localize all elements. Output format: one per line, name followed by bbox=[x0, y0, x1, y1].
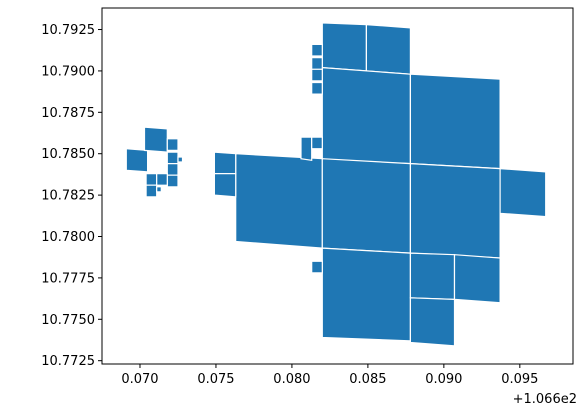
polygon-26 bbox=[166, 163, 179, 176]
x-offset-label: +1.066e2 bbox=[513, 392, 577, 407]
y-tick-label-9: 10.7925 bbox=[41, 23, 95, 38]
polygon-1 bbox=[321, 22, 367, 72]
x-tick-label-2: 0.075 bbox=[197, 372, 234, 387]
x-tick-label-4: 0.085 bbox=[349, 372, 386, 387]
y-tick-label-8: 10.7900 bbox=[41, 64, 95, 79]
x-tick-label-6: 0.095 bbox=[501, 372, 538, 387]
x-tick-label-3: 0.080 bbox=[273, 372, 310, 387]
axes-frame bbox=[101, 7, 574, 365]
polygon-30 bbox=[156, 173, 168, 186]
polygon-25 bbox=[166, 151, 179, 165]
polygon-7 bbox=[409, 162, 501, 259]
polygon-4 bbox=[409, 73, 501, 170]
y-tick-label-2: 10.7750 bbox=[41, 313, 95, 328]
polygon-28 bbox=[177, 156, 184, 163]
x-tick-label-5: 0.090 bbox=[425, 372, 462, 387]
y-tick-label-1: 10.7725 bbox=[41, 354, 95, 369]
polygon-29 bbox=[145, 173, 158, 186]
polygon-16 bbox=[311, 57, 323, 70]
polygon-24 bbox=[166, 138, 179, 151]
polygon-20 bbox=[311, 136, 323, 150]
polygon-21 bbox=[311, 260, 323, 274]
polygon-11 bbox=[321, 247, 411, 342]
polygon-23 bbox=[143, 126, 168, 153]
polygon-14 bbox=[409, 297, 456, 347]
polygon-5 bbox=[235, 153, 323, 249]
polygon-8 bbox=[499, 167, 547, 218]
polygon-2 bbox=[365, 23, 411, 75]
polygon-19 bbox=[300, 136, 313, 161]
polygon-12 bbox=[409, 252, 456, 301]
polygon-32 bbox=[156, 186, 162, 193]
polygon-6 bbox=[321, 158, 411, 254]
polygon-9 bbox=[213, 151, 237, 175]
y-tick-label-3: 10.7775 bbox=[41, 271, 95, 286]
polygon-17 bbox=[311, 68, 323, 82]
y-tick-label-4: 10.7800 bbox=[41, 230, 95, 245]
axes-layer bbox=[101, 7, 574, 365]
polygon-22 bbox=[125, 148, 149, 173]
polygon-13 bbox=[453, 254, 501, 304]
polygon-15 bbox=[311, 43, 323, 57]
polygon-layer bbox=[125, 22, 547, 347]
polygon-31 bbox=[145, 184, 158, 198]
y-tick-label-7: 10.7875 bbox=[41, 106, 95, 121]
polygon-10 bbox=[213, 173, 237, 198]
x-tick-label-1: 0.070 bbox=[121, 372, 158, 387]
polygon-3 bbox=[321, 66, 411, 165]
polygon-27 bbox=[166, 174, 179, 188]
y-tick-label-6: 10.7850 bbox=[41, 147, 95, 162]
polygon-18 bbox=[311, 81, 323, 95]
y-tick-label-5: 10.7825 bbox=[41, 189, 95, 204]
ticks-layer: 0.070 0.075 0.080 0.085 0.090 0.095 10.7725 10.… bbox=[41, 23, 538, 387]
